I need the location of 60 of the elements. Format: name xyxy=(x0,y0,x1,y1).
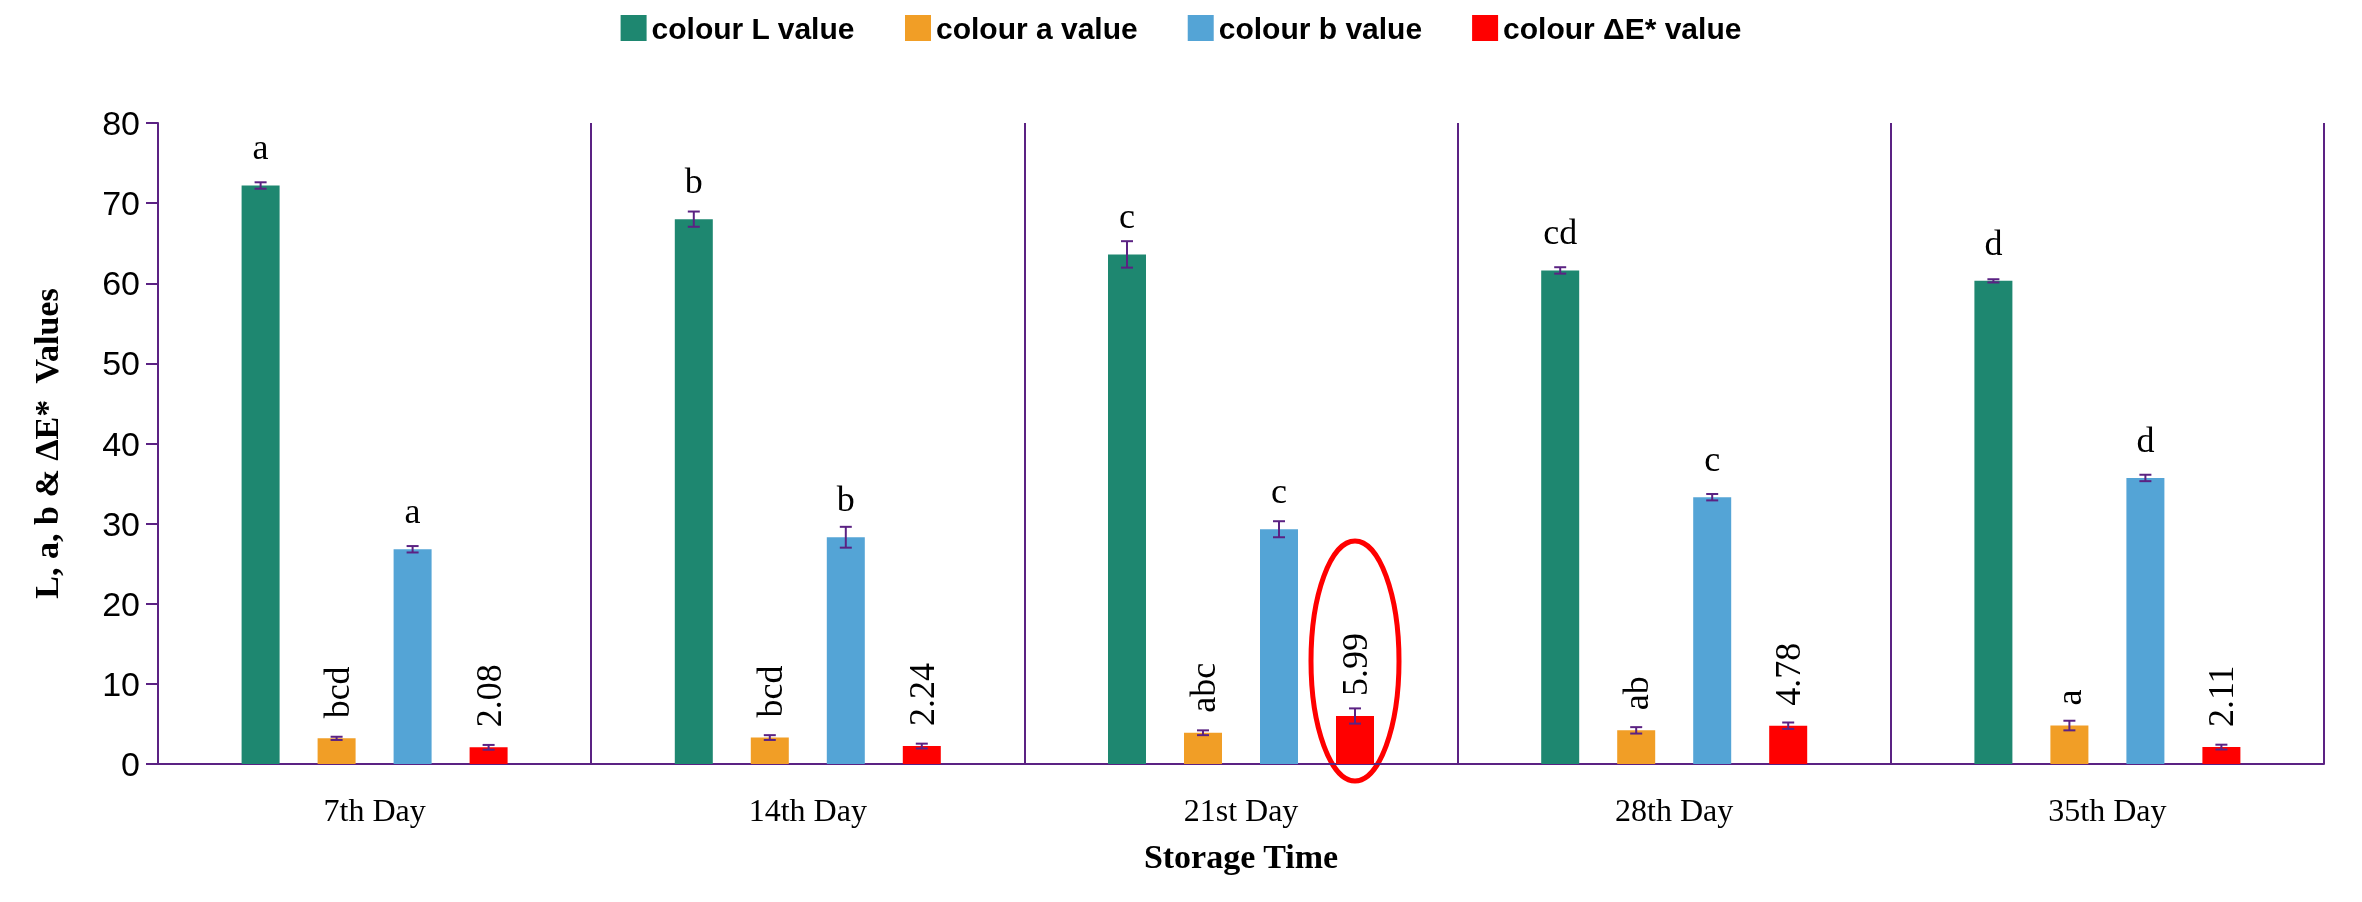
data-label: a xyxy=(252,127,269,168)
legend-label: colour ΔE* value xyxy=(1503,11,1742,45)
bar xyxy=(826,537,865,764)
y-tick-label: 40 xyxy=(102,424,140,463)
data-label: d xyxy=(1984,222,2003,263)
bar xyxy=(469,747,508,764)
bar xyxy=(674,219,713,764)
bar xyxy=(1336,716,1374,764)
y-tick-label: 30 xyxy=(102,504,140,543)
y-axis-title: L, a, b & ΔE* Values xyxy=(27,288,65,599)
data-label: 2.08 xyxy=(468,664,509,728)
bar xyxy=(902,746,941,764)
y-tick-label: 50 xyxy=(102,344,140,383)
bar xyxy=(1693,497,1732,764)
bar xyxy=(241,185,280,764)
x-tick-label: 14th Day xyxy=(748,792,867,828)
bar xyxy=(1541,270,1580,764)
bar xyxy=(2126,477,2165,764)
data-label: bcd xyxy=(316,666,357,719)
y-tick-label: 80 xyxy=(102,104,140,142)
data-label: b xyxy=(684,161,703,202)
bar xyxy=(750,737,789,764)
bar xyxy=(1974,280,2013,764)
y-tick-label: 0 xyxy=(121,745,140,783)
bar xyxy=(2050,725,2089,764)
legend-label: colour b value xyxy=(1218,11,1423,45)
data-label: 4.78 xyxy=(1768,642,1809,706)
bar xyxy=(317,738,356,764)
x-axis-title: Storage Time xyxy=(1143,837,1339,875)
data-label: c xyxy=(1119,196,1135,237)
data-label: 2.24 xyxy=(901,663,942,727)
y-tick-label: 20 xyxy=(102,584,140,623)
bar xyxy=(1108,254,1146,764)
data-label: abc xyxy=(1183,662,1223,713)
data-label: b xyxy=(836,479,855,520)
data-label: 2.11 xyxy=(2201,665,2242,728)
bar xyxy=(1260,529,1298,764)
x-tick-label: 7th Day xyxy=(323,792,426,828)
legend-label: colour a value xyxy=(935,11,1138,45)
data-label: 5.99 xyxy=(1335,633,1375,697)
bar xyxy=(2202,747,2241,764)
bar xyxy=(1617,730,1656,764)
x-tick-label: 28th Day xyxy=(1615,792,1734,828)
y-tick-label: 10 xyxy=(102,664,140,703)
y-tick-label: 60 xyxy=(102,264,140,303)
legend-label: colour L value xyxy=(651,11,855,45)
data-label: a xyxy=(404,491,421,532)
data-label: ab xyxy=(1616,676,1657,711)
data-label: d xyxy=(2136,419,2155,460)
data-label: c xyxy=(1704,439,1721,480)
data-label: cd xyxy=(1543,212,1578,253)
data-label: bcd xyxy=(749,665,790,718)
bar xyxy=(393,549,432,764)
data-label: c xyxy=(1271,471,1287,512)
bar xyxy=(1184,732,1222,764)
data-label: a xyxy=(2049,689,2090,706)
bar xyxy=(1769,725,1808,764)
y-tick-label: 70 xyxy=(102,184,140,223)
x-tick-label: 35th Day xyxy=(2048,792,2167,828)
x-tick-label: 21st Day xyxy=(1183,792,1299,828)
